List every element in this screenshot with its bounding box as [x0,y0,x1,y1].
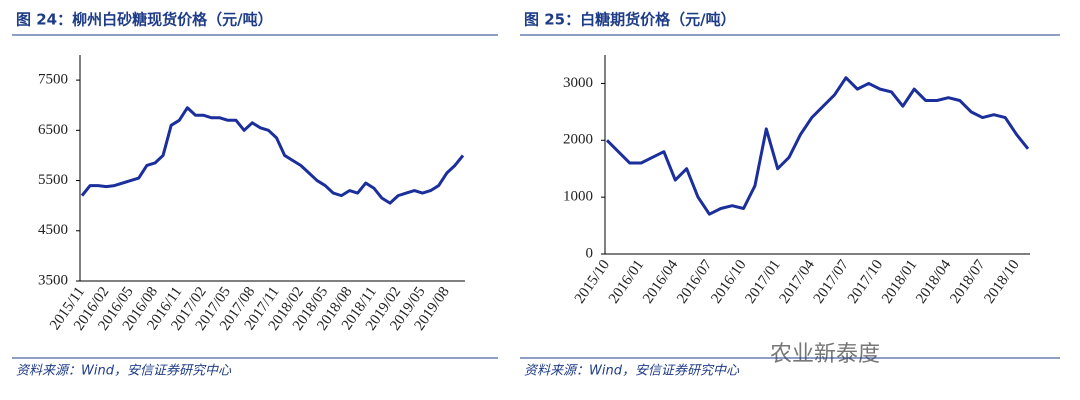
y-tick-label: 7500 [38,72,68,88]
watermark: 农业新泰度 [770,342,880,367]
x-tick-label: 2018/10 [981,257,1022,306]
y-tick-label: 1000 [563,189,593,205]
chart-title: 图 25：白糖期货价格（元/吨） [524,11,736,29]
y-tick-label: 5500 [38,172,68,188]
line [80,106,465,205]
y-tick-label: 3000 [563,75,593,91]
chart-title: 图 24：柳州白砂糖现货价格（元/吨） [16,11,273,29]
y-tick-label: 6500 [38,122,68,138]
source: 资料来源：Wind，安信证券研究中心 [16,363,232,379]
y-tick-label: 3500 [38,272,68,288]
source: 资料来源：Wind，安信证券研究中心 [524,363,740,379]
y-tick-label: 4500 [38,222,68,238]
line [605,76,1030,216]
y-tick-label: 0 [586,245,594,261]
y-tick-label: 2000 [563,132,593,148]
